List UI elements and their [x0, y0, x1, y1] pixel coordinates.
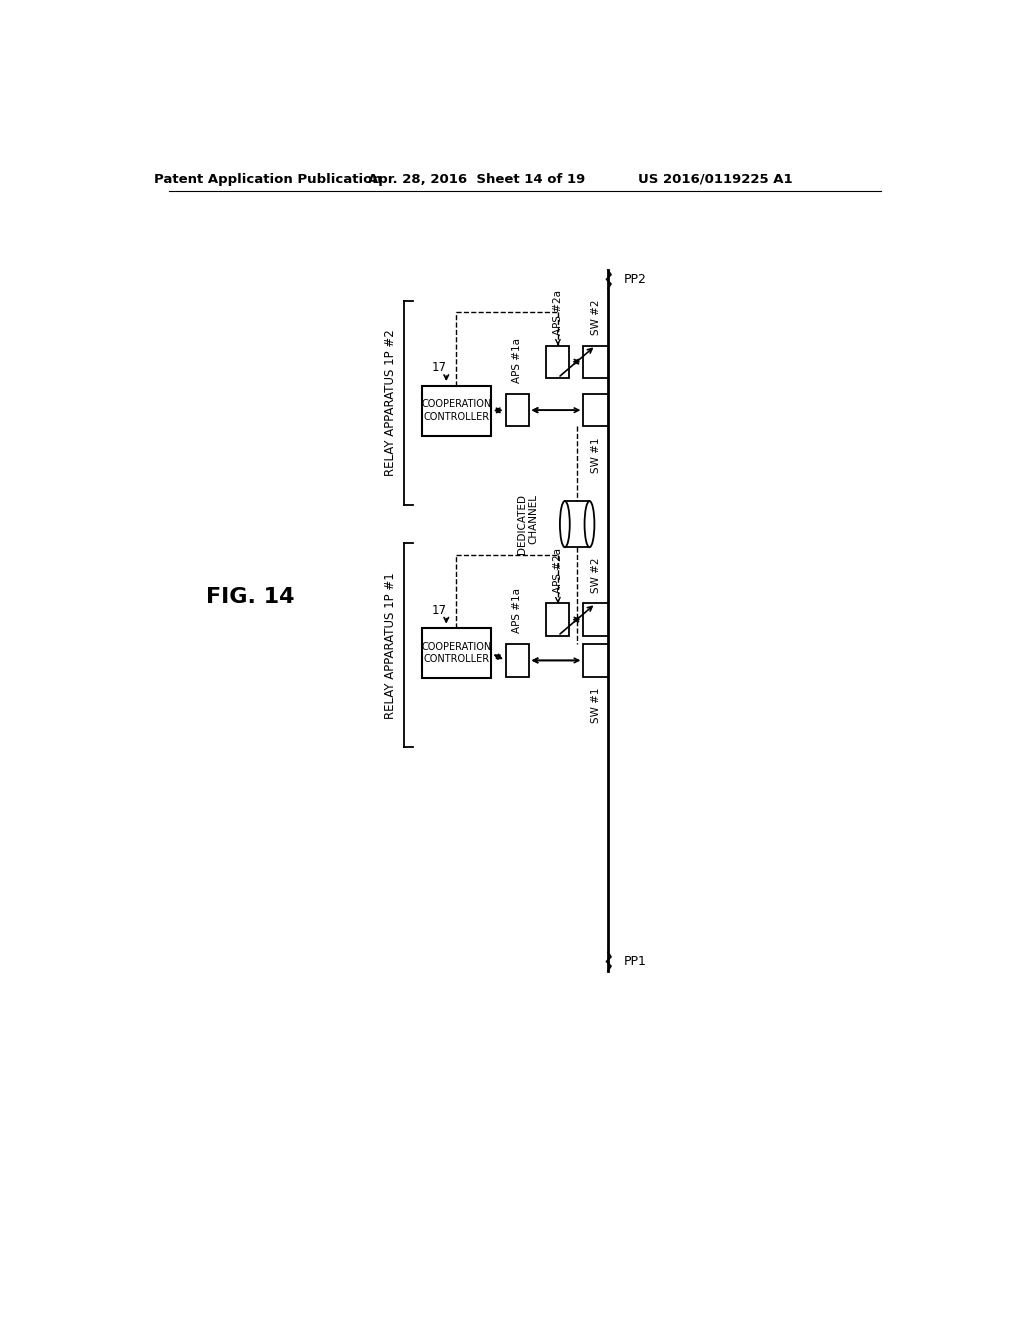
Text: APS #1a: APS #1a: [512, 589, 522, 634]
Text: APS #2a: APS #2a: [553, 548, 563, 593]
Bar: [584, 395, 608, 426]
Bar: [584, 603, 608, 636]
Bar: [506, 395, 528, 426]
Bar: [584, 644, 608, 677]
Bar: [584, 346, 608, 378]
Text: COOPERATION: COOPERATION: [421, 400, 492, 409]
Text: RELAY APPARATUS 1P #1: RELAY APPARATUS 1P #1: [384, 572, 397, 719]
Text: Apr. 28, 2016  Sheet 14 of 19: Apr. 28, 2016 Sheet 14 of 19: [369, 173, 586, 186]
Text: RELAY APPARATUS 1P #2: RELAY APPARATUS 1P #2: [384, 330, 397, 477]
Bar: [565, 502, 590, 548]
Text: Patent Application Publication: Patent Application Publication: [154, 173, 382, 186]
Text: SW #2: SW #2: [591, 557, 601, 593]
Text: PP2: PP2: [624, 273, 646, 286]
Text: DEDICATED
CHANNEL: DEDICATED CHANNEL: [517, 494, 539, 554]
Text: APS #1a: APS #1a: [512, 338, 522, 383]
Ellipse shape: [585, 502, 594, 548]
Bar: [422, 628, 490, 678]
Text: SW #2: SW #2: [591, 300, 601, 335]
Text: PP1: PP1: [624, 954, 646, 968]
Text: APS #2a: APS #2a: [553, 289, 563, 335]
Ellipse shape: [560, 502, 569, 548]
Text: SW #1: SW #1: [591, 437, 601, 473]
Text: CONTROLLER: CONTROLLER: [423, 655, 489, 664]
Text: US 2016/0119225 A1: US 2016/0119225 A1: [638, 173, 793, 186]
Bar: [506, 644, 528, 677]
Text: COOPERATION: COOPERATION: [421, 642, 492, 652]
Bar: [422, 385, 490, 436]
Bar: [547, 346, 569, 378]
Text: FIG. 14: FIG. 14: [206, 587, 294, 607]
Text: 17: 17: [431, 603, 446, 616]
Bar: [547, 603, 569, 636]
Text: CONTROLLER: CONTROLLER: [423, 412, 489, 421]
Text: SW #1: SW #1: [591, 688, 601, 723]
Text: 17: 17: [431, 362, 446, 375]
